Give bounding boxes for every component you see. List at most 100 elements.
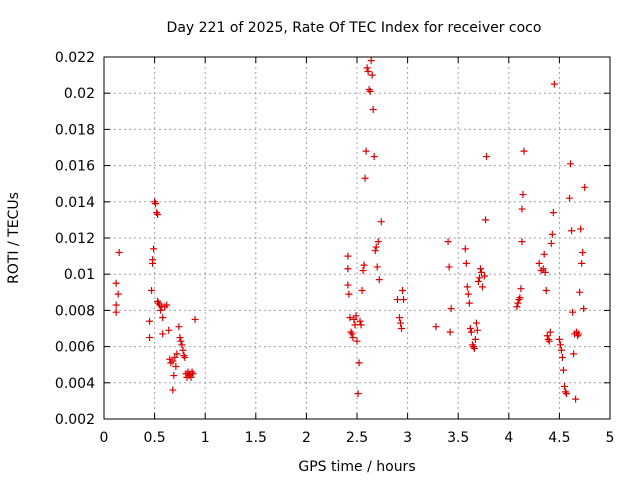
data-point	[350, 315, 358, 323]
x-tick-label: 1	[201, 430, 210, 446]
data-point	[165, 326, 173, 334]
data-point	[549, 209, 557, 217]
data-point	[154, 210, 162, 218]
y-tick-label: 0.016	[55, 159, 95, 175]
data-point	[546, 328, 554, 336]
data-point	[567, 160, 575, 168]
data-point	[360, 261, 368, 269]
data-point	[514, 299, 522, 307]
data-point	[475, 274, 483, 282]
data-point	[112, 301, 120, 309]
y-tick-label: 0.014	[55, 195, 95, 211]
x-tick-label: 3.5	[447, 430, 469, 446]
data-point	[189, 370, 197, 378]
data-point	[115, 248, 123, 256]
data-point	[370, 153, 378, 161]
data-point	[348, 330, 356, 338]
data-point	[570, 350, 578, 358]
data-point	[351, 321, 359, 329]
data-point	[578, 259, 586, 267]
data-point	[157, 306, 165, 314]
x-tick-label: 4	[504, 430, 513, 446]
data-point	[352, 312, 360, 320]
data-point	[369, 105, 377, 113]
data-point	[520, 147, 528, 155]
data-point	[150, 245, 158, 253]
data-point	[470, 344, 478, 352]
x-tick-label: 1.5	[245, 430, 267, 446]
data-point	[371, 247, 379, 255]
data-point	[548, 230, 556, 238]
data-point	[187, 373, 195, 381]
y-tick-label: 0.008	[55, 303, 95, 319]
data-point	[377, 218, 385, 226]
data-point	[576, 288, 584, 296]
x-axis-label: GPS time / hours	[298, 459, 415, 475]
data-point	[367, 57, 375, 65]
data-point	[432, 323, 440, 331]
data-points	[112, 57, 589, 403]
data-point	[540, 250, 548, 258]
data-point	[577, 225, 585, 233]
data-point	[556, 341, 564, 349]
data-point	[466, 325, 474, 332]
data-point	[462, 259, 470, 267]
data-point	[172, 363, 180, 371]
data-point	[513, 303, 521, 311]
data-point	[169, 357, 177, 365]
data-point	[575, 330, 583, 338]
data-point	[558, 353, 566, 361]
data-point	[372, 243, 380, 251]
data-point	[148, 286, 156, 294]
data-point	[461, 245, 469, 253]
data-point	[176, 334, 184, 342]
data-point	[345, 290, 353, 298]
grid-lines	[104, 57, 610, 419]
data-point	[353, 337, 361, 345]
data-point	[473, 326, 481, 334]
data-point	[358, 286, 366, 294]
data-point	[346, 314, 354, 322]
data-point	[557, 346, 565, 354]
data-point	[396, 314, 404, 322]
data-point	[349, 334, 357, 342]
data-point	[560, 382, 568, 390]
data-point	[444, 238, 452, 246]
data-point	[146, 317, 154, 325]
data-point	[544, 335, 552, 343]
x-tick-labels: 0 0.5 1 1.5 2 2.5 3 3.5 4 4.5 5	[100, 430, 615, 446]
data-point	[476, 265, 484, 273]
data-point	[446, 328, 454, 336]
data-point	[566, 194, 574, 202]
data-point	[471, 335, 479, 343]
data-point	[483, 153, 491, 161]
data-point	[447, 305, 455, 313]
data-point	[181, 353, 189, 361]
data-point	[478, 283, 486, 291]
data-point	[366, 87, 374, 95]
data-point	[177, 337, 185, 345]
x-tick-label: 2	[302, 430, 311, 446]
data-point	[397, 319, 405, 327]
data-point	[191, 315, 199, 323]
data-point	[356, 317, 364, 325]
data-point	[559, 366, 567, 374]
data-point	[364, 67, 372, 75]
data-point	[179, 346, 187, 354]
data-point	[355, 359, 363, 367]
chart-title: Day 221 of 2025, Rate Of TEC Index for r…	[167, 20, 542, 36]
y-axis-label: ROTI / TECUs	[6, 192, 22, 284]
data-point	[173, 350, 181, 358]
y-tick-label: 0.018	[55, 122, 95, 138]
data-point	[151, 198, 159, 206]
data-point	[374, 238, 382, 246]
data-point	[375, 276, 383, 284]
data-point	[469, 343, 477, 351]
data-point	[359, 267, 367, 275]
data-point	[178, 341, 186, 349]
x-tick-label: 0.5	[143, 430, 165, 446]
data-point	[344, 265, 352, 273]
data-point	[555, 335, 563, 343]
data-point	[354, 390, 362, 398]
